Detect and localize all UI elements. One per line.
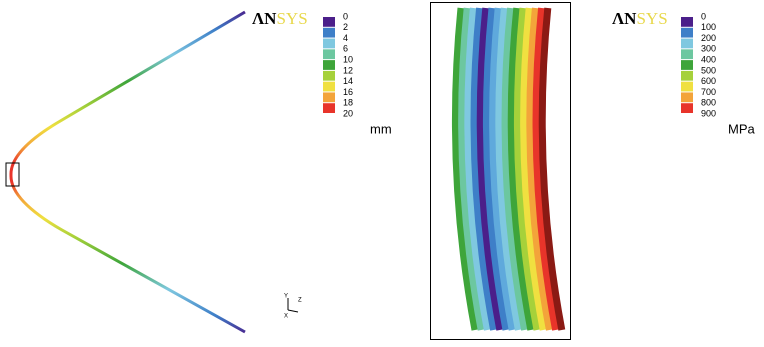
legend-swatch xyxy=(323,71,335,81)
legend-label: 2 xyxy=(343,22,348,32)
legend-swatch xyxy=(323,92,335,102)
triad xyxy=(288,298,298,312)
legend-swatch xyxy=(323,28,335,38)
legend-swatch xyxy=(681,39,693,49)
triad-label: Y xyxy=(284,294,288,300)
figure: Y Z X ΛNSYS0246101214161820mm ΛNSYS01002… xyxy=(0,0,764,342)
legend-swatch xyxy=(681,82,693,92)
legend-swatch xyxy=(681,103,693,113)
unit: MPa xyxy=(728,121,756,136)
legend-swatch xyxy=(681,71,693,81)
legend-swatch xyxy=(323,82,335,92)
legend-swatch xyxy=(323,39,335,49)
legend-label: 16 xyxy=(343,87,353,97)
legend-label: 10 xyxy=(343,54,353,64)
logo: ΛNSYS xyxy=(252,9,308,28)
legend-swatch xyxy=(323,103,335,113)
legend-label: 700 xyxy=(701,87,716,97)
legend-label: 500 xyxy=(701,65,716,75)
stress-bands xyxy=(455,8,561,330)
legend-swatch xyxy=(681,92,693,102)
legend-label: 400 xyxy=(701,54,716,64)
logo-right: SYS xyxy=(276,9,307,28)
legend-swatch xyxy=(681,28,693,38)
legend-label: 900 xyxy=(701,108,716,118)
legend-label: 600 xyxy=(701,76,716,86)
legend-label: 0 xyxy=(343,11,348,21)
legend-label: 800 xyxy=(701,98,716,108)
legend-label: 300 xyxy=(701,44,716,54)
triad-label: Z xyxy=(298,298,302,304)
legend-swatch xyxy=(323,49,335,59)
legend-swatch xyxy=(681,49,693,59)
deformed-curve xyxy=(11,12,245,332)
legend-label: 6 xyxy=(343,44,348,54)
legend-label: 20 xyxy=(343,108,353,118)
legend-label: 4 xyxy=(343,33,348,43)
logo: ΛNSYS xyxy=(612,9,668,28)
legend-label: 0 xyxy=(701,11,706,21)
legend-label: 200 xyxy=(701,33,716,43)
unit: mm xyxy=(370,121,392,136)
legend-label: 12 xyxy=(343,65,353,75)
logo-left: ΛN xyxy=(252,9,277,28)
legend-swatch xyxy=(323,17,335,27)
logo-left: ΛN xyxy=(612,9,637,28)
logo-right: SYS xyxy=(636,9,667,28)
legend-swatch xyxy=(681,60,693,70)
legend-swatch xyxy=(323,60,335,70)
legend-swatch xyxy=(681,17,693,27)
legend-label: 100 xyxy=(701,22,716,32)
legend-label: 18 xyxy=(343,98,353,108)
triad-label: X xyxy=(284,314,288,320)
legend-label: 14 xyxy=(343,76,353,86)
